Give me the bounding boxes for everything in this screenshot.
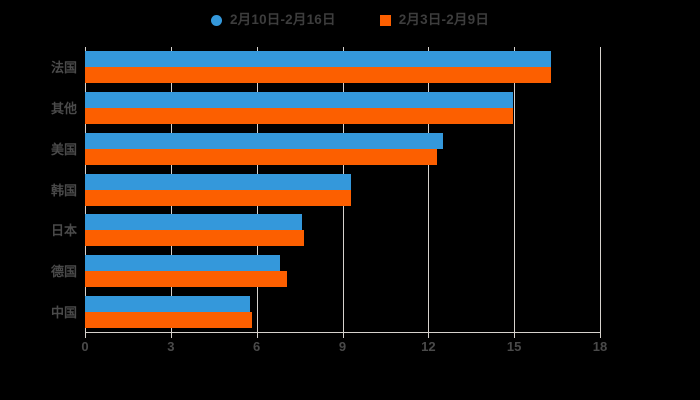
- legend-marker-circle-icon: [210, 14, 222, 26]
- bar-group: [85, 173, 600, 206]
- x-tick-label: 6: [253, 339, 261, 354]
- gridline-x-12: [428, 47, 430, 332]
- bar-group: [85, 92, 600, 125]
- legend-label-series-1: 2月10日-2月16日: [229, 12, 336, 28]
- x-tick-label: 15: [506, 339, 522, 354]
- bar-group: [85, 214, 600, 247]
- bar-series-2[interactable]: [85, 189, 352, 206]
- bar-series-2[interactable]: [85, 230, 304, 247]
- y-axis-label-1: 其他: [50, 101, 77, 117]
- x-tick-label: 3: [167, 339, 175, 354]
- bar-series-2[interactable]: [85, 311, 253, 328]
- y-axis-label-4: 日本: [50, 223, 77, 239]
- plot-area: [85, 47, 600, 332]
- bar-group: [85, 295, 600, 328]
- gridline-x-15: [514, 47, 516, 332]
- y-axis-label-0: 法国: [50, 60, 77, 76]
- legend-entry-series-1[interactable]: 2月10日-2月16日: [210, 9, 336, 31]
- bar-series-1[interactable]: [85, 132, 443, 149]
- x-tick-mark-0: [85, 332, 86, 338]
- y-axis-label-5: 德国: [50, 263, 77, 279]
- bar-series-1[interactable]: [85, 214, 303, 231]
- y-axis-label-6: 中国: [50, 304, 77, 320]
- y-axis-label-3: 韩国: [50, 182, 77, 198]
- legend-marker-square-icon: [379, 14, 391, 26]
- bar-series-1[interactable]: [85, 92, 513, 109]
- x-tick-mark-6: [256, 332, 258, 338]
- bar-series-1[interactable]: [85, 173, 352, 190]
- x-tick-label: 18: [592, 339, 608, 354]
- bar-series-1[interactable]: [85, 254, 280, 271]
- x-tick-mark-18: [600, 332, 601, 338]
- y-axis-label-2: 美国: [50, 141, 77, 157]
- x-tick-mark-3: [170, 332, 172, 338]
- bar-series-2[interactable]: [85, 148, 437, 165]
- x-tick-label: 0: [81, 339, 89, 354]
- bar-group: [85, 51, 600, 84]
- gridline-x-18: [600, 47, 601, 332]
- bar-series-2[interactable]: [85, 108, 513, 125]
- x-tick-mark-12: [428, 332, 430, 338]
- x-tick-label: 12: [421, 339, 436, 354]
- legend-entry-series-2[interactable]: 2月3日-2月9日: [379, 9, 490, 31]
- bar-group: [85, 254, 600, 287]
- legend-label-series-2: 2月3日-2月9日: [398, 12, 490, 28]
- x-tick-mark-15: [514, 332, 516, 338]
- x-tick-mark-9: [342, 332, 344, 338]
- bar-group: [85, 132, 600, 165]
- bar-series-1[interactable]: [85, 295, 250, 312]
- bar-series-1[interactable]: [85, 51, 552, 68]
- x-tick-label: 9: [338, 339, 347, 354]
- bar-series-2[interactable]: [85, 67, 552, 84]
- bar-series-2[interactable]: [85, 270, 287, 287]
- chart-legend: 2月10日-2月16日 2月3日-2月9日: [0, 8, 700, 32]
